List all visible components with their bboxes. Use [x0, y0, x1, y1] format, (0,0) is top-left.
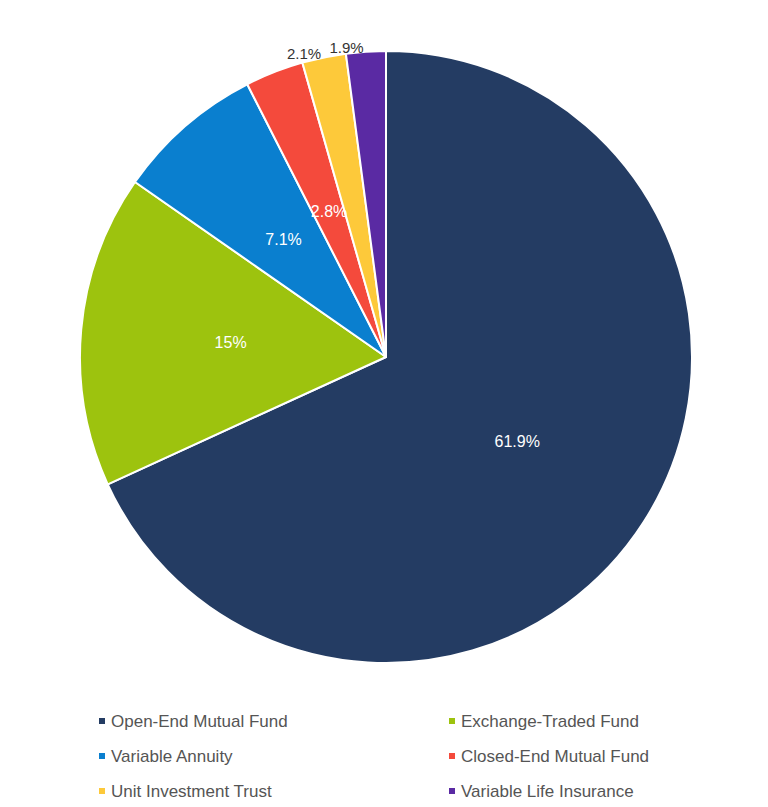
svg-text:Exchange-Traded Fund: Exchange-Traded Fund	[461, 712, 639, 731]
svg-text:2.1%: 2.1%	[287, 45, 321, 62]
svg-text:61.9%: 61.9%	[495, 433, 540, 450]
svg-text:15%: 15%	[215, 334, 247, 351]
svg-text:Variable Annuity: Variable Annuity	[111, 747, 233, 766]
svg-text:Variable Life Insurance: Variable Life Insurance	[461, 782, 634, 801]
svg-text:Open-End Mutual Fund: Open-End Mutual Fund	[111, 712, 288, 731]
svg-text:Closed-End Mutual Fund: Closed-End Mutual Fund	[461, 747, 649, 766]
svg-text:7.1%: 7.1%	[265, 231, 301, 248]
svg-text:1.9%: 1.9%	[329, 39, 363, 56]
svg-text:Unit Investment Trust: Unit Investment Trust	[111, 782, 272, 801]
svg-text:2.8%: 2.8%	[311, 203, 347, 220]
